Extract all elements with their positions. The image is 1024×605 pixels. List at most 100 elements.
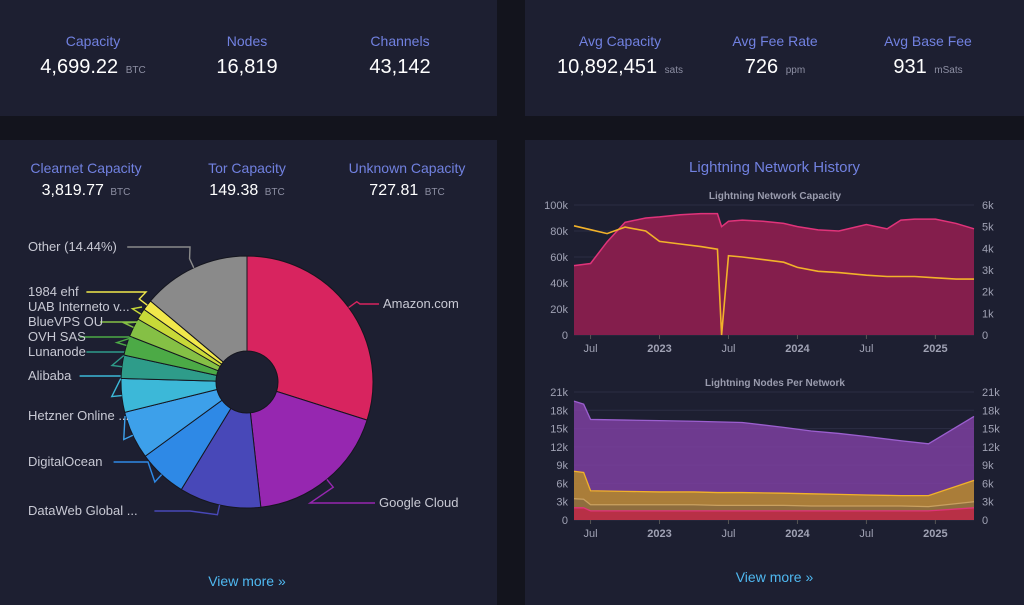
stat-avg-base-fee: Avg Base Fee 931 mSats [858,33,998,79]
pie-leader-line [86,291,148,306]
pie-slice [246,255,374,421]
y-tick-label-left: 80k [550,226,568,238]
pie-label: UAB Interneto v... [28,299,130,314]
area-unannounced [574,507,974,520]
y-tick-label-right: 21k [982,387,1000,399]
y-tick-label-left: 20k [550,304,568,316]
y-tick-label-right: 4k [982,243,994,255]
pie-slice [249,390,368,508]
pie-label: OVH SAS [28,329,86,344]
stat-tor-capacity: Tor Capacity 149.38 BTC [177,160,317,200]
y-tick-label-right: 15k [982,424,1000,436]
y-tick-label-right: 6k [982,478,994,490]
y-tick-label-right: 18k [982,405,1000,417]
stat-label: Avg Fee Rate [732,33,818,49]
y-tick-label-left: 21k [550,387,568,399]
capacity-line [573,212,975,267]
y-tick-label-right: 6k [982,200,994,212]
pie-label: DigitalOcean [28,454,102,469]
nodes-per-network-chart: Lightning Nodes Per Network 0 0 3k 3k 6k 6k 9k 9… [550,378,1000,540]
stat-channels: Channels 43,142 [330,33,470,79]
stat-value: 726 ppm [744,56,806,78]
stat-value: 4,699.22 BTC [40,56,146,78]
line-clearnet-tor [573,498,975,508]
price-line [573,225,974,336]
stat-value: 43,142 [369,56,431,78]
stat-label: Avg Base Fee [884,33,972,49]
stat-label: Tor Capacity [208,160,286,176]
x-tick-label: Jul [721,528,735,540]
stat-value: 931 mSats [893,56,963,78]
pie-leader-line [79,336,135,347]
pie-label: Lunanode [28,344,86,359]
y-tick-label-left: 12k [550,442,568,454]
y-tick-label-right: 12k [982,442,1000,454]
stat-label: Avg Capacity [578,33,662,49]
area-tor [574,401,974,520]
network-capacity-card: Clearnet Capacity 3,819.77 BTC Tor Capac… [0,140,497,605]
stat-clearnet-capacity: Clearnet Capacity 3,819.77 BTC [16,160,156,200]
pie-leader-line [130,306,143,315]
y-tick-label-left: 0 [562,515,568,527]
history-title: Lightning Network History [689,159,860,176]
stat-unknown-capacity: Unknown Capacity 727.81 BTC [337,160,477,200]
stat-label: Unknown Capacity [348,160,466,176]
stat-avg-fee-rate: Avg Fee Rate 726 ppm [705,33,845,79]
x-tick-label: Jul [584,343,598,355]
y-tick-label-left: 18k [550,405,568,417]
pie-label: BlueVPS OU [28,314,103,329]
history-card: Lightning Network History View more » [525,140,1024,605]
capacity-area [574,213,974,335]
stat-value: 3,819.77 BTC [41,182,131,199]
pie-leader-line [127,246,195,269]
x-tick-label: Jul [859,343,873,355]
y-tick-label-right: 0 [982,330,988,342]
line-tor [573,400,975,445]
x-tick-label: Jul [584,528,598,540]
pie-leader-line [348,300,379,309]
y-tick-label-right: 9k [982,460,994,472]
y-tick-label-left: 15k [550,424,568,436]
overview-stats-card: Capacity 4,699.22 BTC Nodes 16,819 Chann… [0,0,497,116]
pie-label: Other (14.44%) [28,239,117,254]
x-tick-label: 2024 [785,343,810,355]
pie-label: Google Cloud [379,495,459,510]
y-tick-label-left: 100k [544,200,568,212]
x-tick-label: 2025 [923,528,947,540]
chart-title: Lightning Network Capacity [709,191,842,202]
pie-leader-line [79,375,124,398]
capacity-chart: Lightning Network Capacity 0 20k 40k 60k 80k 1… [544,191,994,355]
hosting-providers-pie-chart: Amazon.com Google Cloud DataWeb Global ...… [28,239,459,518]
pie-leader-line [86,351,130,368]
stat-avg-capacity: Avg Capacity 10,892,451 sats [545,33,695,79]
x-tick-label: 2025 [923,343,947,355]
stat-label: Clearnet Capacity [30,160,142,176]
pie-label: DataWeb Global ... [28,503,138,518]
y-tick-label-left: 9k [556,460,568,472]
x-tick-label: Jul [859,528,873,540]
fee-stats-card: Avg Capacity 10,892,451 sats Avg Fee Rat… [525,0,1024,116]
stat-capacity: Capacity 4,699.22 BTC [23,33,163,79]
view-more-link[interactable]: View more » [208,573,286,589]
pie-leader-line [307,479,375,504]
stat-label: Channels [370,33,430,49]
line-clearnet [573,470,975,497]
view-more-link[interactable]: View more » [735,569,814,585]
y-tick-label-right: 3k [982,265,994,277]
stat-label: Nodes [226,33,268,49]
x-tick-label: Jul [721,343,735,355]
y-tick-label-right: 0 [982,515,988,527]
pie-label: 1984 ehf [28,284,79,299]
pie-label: Amazon.com [383,296,459,311]
y-tick-label-right: 3k [982,497,994,509]
y-tick-label-left: 3k [556,497,568,509]
x-tick-label: 2023 [647,343,671,355]
stat-value: 16,819 [216,56,278,78]
y-tick-label-left: 0 [562,330,568,342]
y-tick-label-left: 60k [550,252,568,264]
y-tick-label-right: 1k [982,308,994,320]
stat-value: 149.38 BTC [209,182,285,199]
pie-leader-line [154,504,221,516]
y-tick-label-right: 2k [982,287,994,299]
stat-value: 727.81 BTC [369,182,445,199]
